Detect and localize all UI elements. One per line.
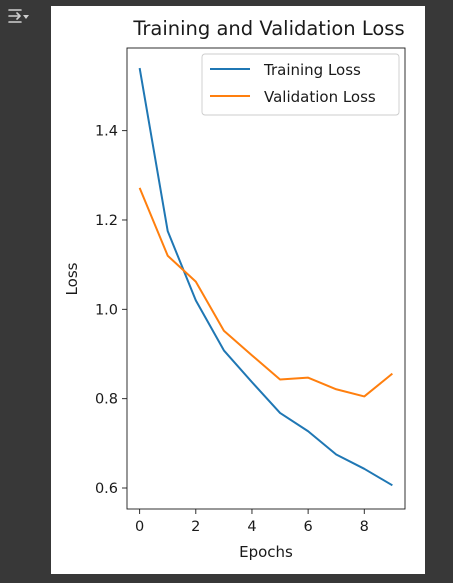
x-axis: 0 2 4 6 8 [135, 509, 369, 535]
x-tick-label: 4 [247, 519, 256, 535]
x-tick-label: 8 [360, 519, 369, 535]
legend-box [201, 53, 400, 116]
y-tick-label: 0.6 [95, 481, 118, 497]
series-line-validation-loss [138, 187, 393, 398]
y-axis-label: Loss [63, 262, 81, 295]
series-line-training-loss [138, 67, 393, 487]
x-tick-label: 2 [191, 519, 200, 535]
series-lines [138, 67, 393, 487]
y-tick-label: 1.2 [95, 213, 118, 229]
y-tick-label: 1.4 [95, 124, 118, 140]
y-tick-label: 0.8 [95, 392, 118, 408]
plot-area [126, 47, 406, 510]
y-axis: 0.6 0.8 1.0 1.2 1.4 [95, 124, 127, 497]
x-tick-label: 6 [304, 519, 313, 535]
side-toolbar [0, 0, 48, 583]
x-axis-label: Epochs [239, 543, 293, 561]
legend: Training Loss Validation Loss [201, 53, 400, 116]
legend-label-validation-loss: Validation Loss [264, 88, 376, 106]
x-tick-label: 0 [135, 519, 144, 535]
legend-label-training-loss: Training Loss [263, 61, 361, 79]
output-options-icon [8, 9, 29, 23]
chart-title: Training and Validation Loss [132, 17, 404, 40]
output-options-button[interactable] [4, 4, 34, 30]
y-tick-label: 1.0 [95, 302, 118, 318]
